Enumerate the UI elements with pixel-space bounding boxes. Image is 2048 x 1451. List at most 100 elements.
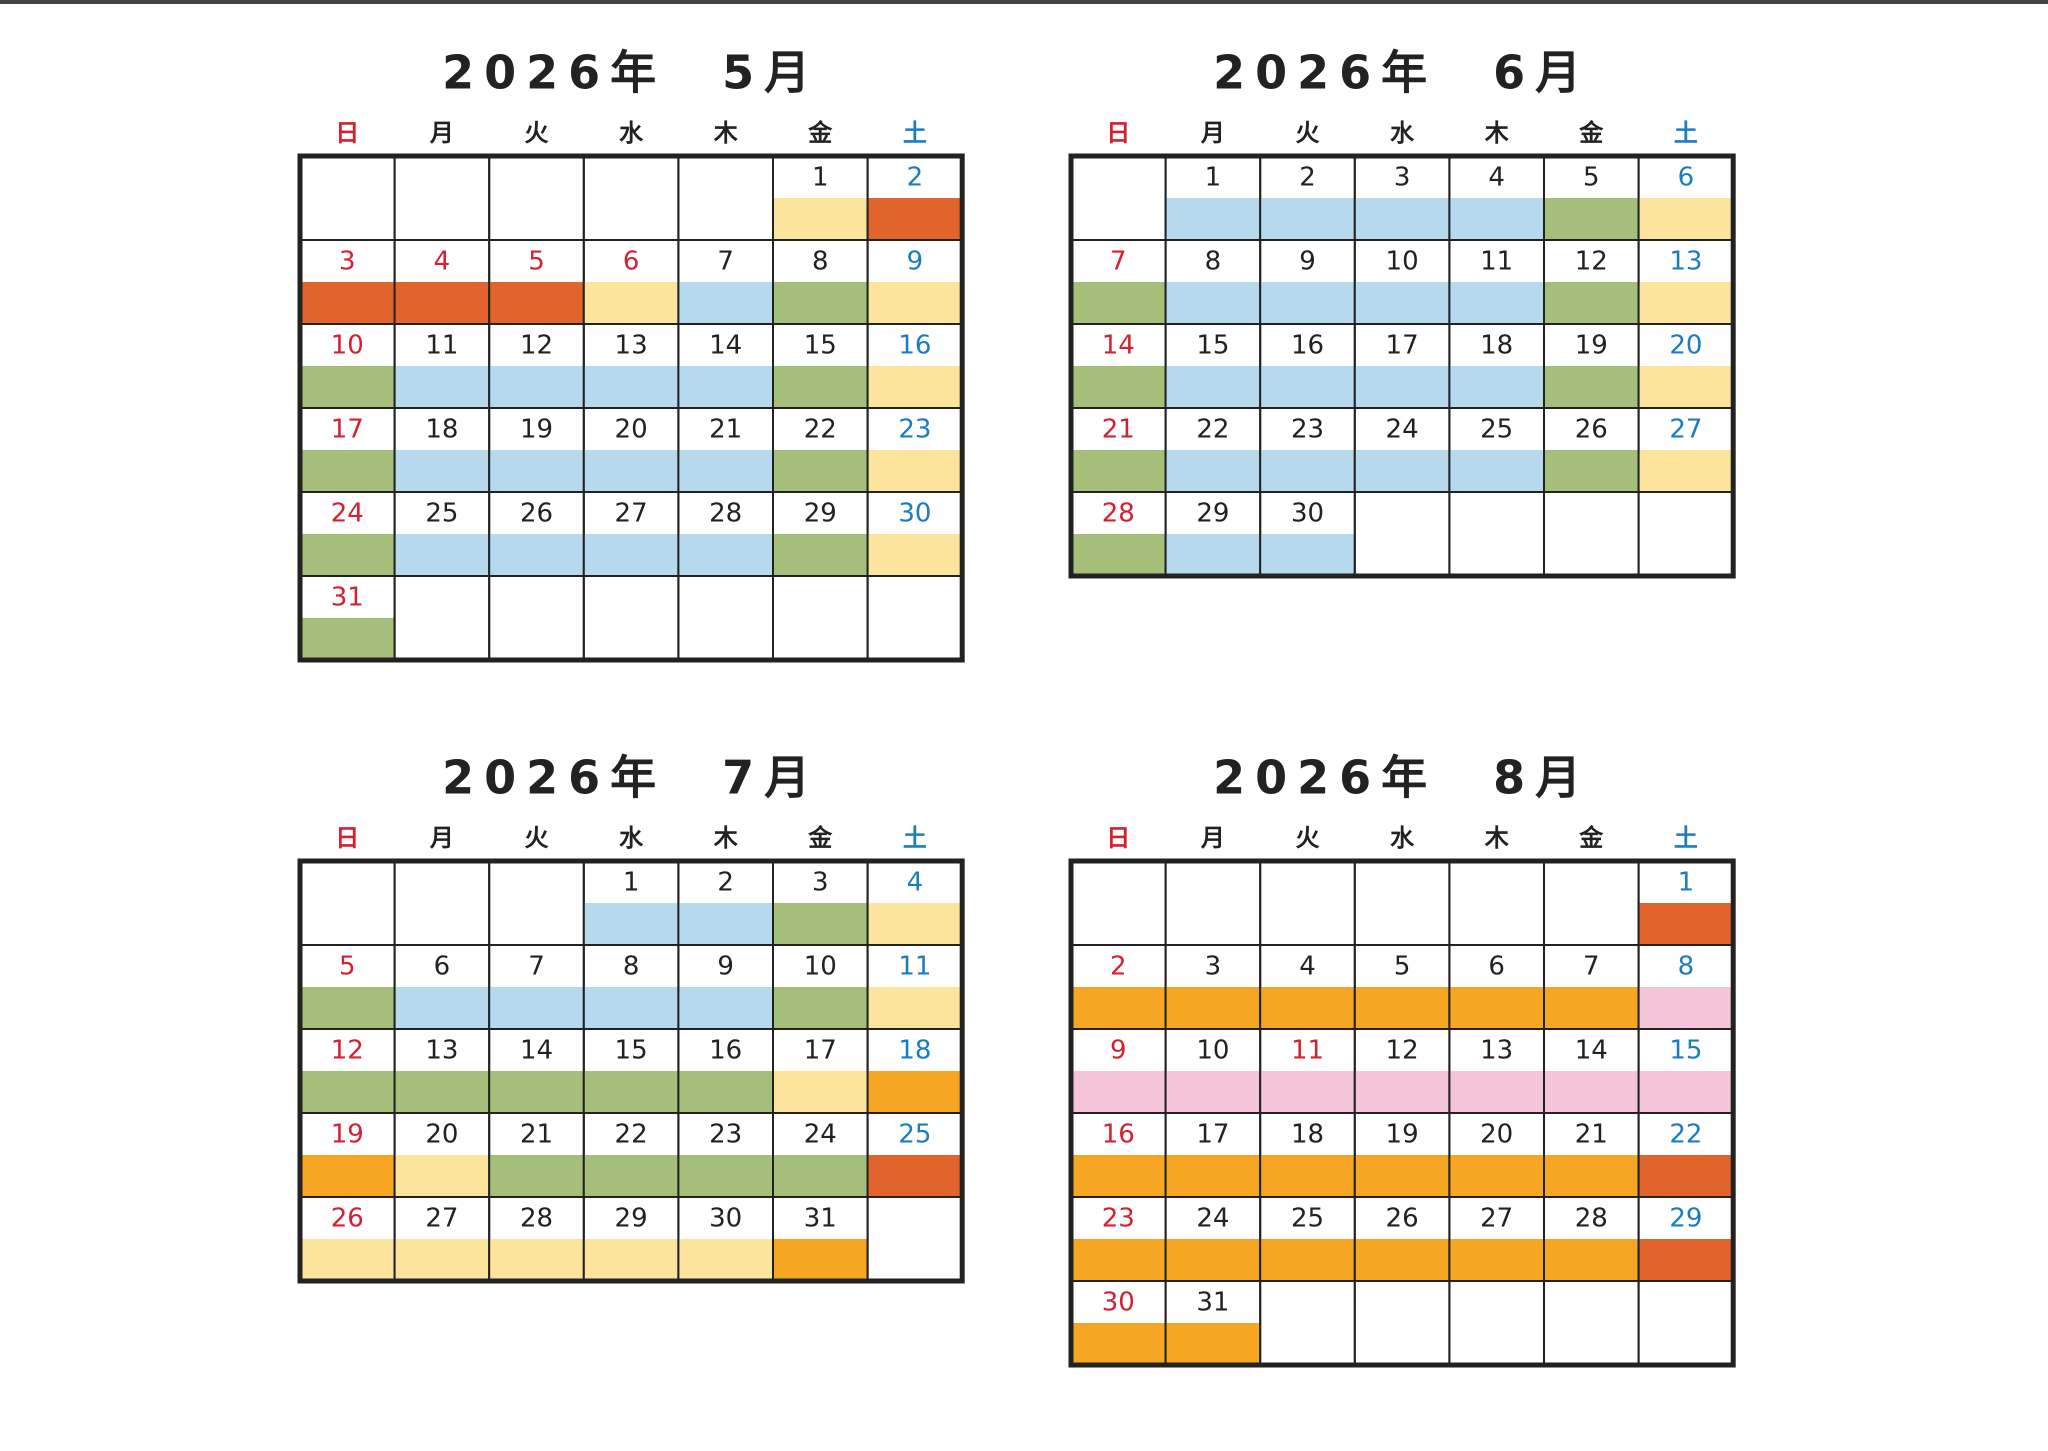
day-number: 17 <box>331 415 364 445</box>
day-color-band <box>1638 1239 1734 1281</box>
day-number: 20 <box>425 1120 458 1150</box>
day-cell <box>1448 1280 1546 1366</box>
weekday-header: 水 <box>1390 824 1415 852</box>
weekday-header: 火 <box>1296 119 1320 147</box>
day-color-band <box>1544 1071 1639 1113</box>
weekday-header: 火 <box>525 824 549 852</box>
day-color-band <box>1165 1323 1261 1365</box>
day-color-band <box>1638 282 1734 324</box>
day-color-band <box>583 534 679 576</box>
day-color-band <box>1449 1071 1544 1113</box>
weekday-header: 月 <box>429 824 454 852</box>
day-number: 23 <box>1291 415 1324 445</box>
day-number: 3 <box>1394 163 1411 193</box>
day-number: 4 <box>1488 163 1505 193</box>
day-cell <box>677 155 775 241</box>
day-color-band <box>678 903 773 945</box>
day-cell <box>1637 491 1735 577</box>
day-number: 14 <box>1575 1036 1608 1066</box>
day-number: 10 <box>331 331 364 361</box>
day-number: 29 <box>804 499 837 529</box>
month-calendar: 2026年 7月日月火水木金土1 2 3 45 6 7 8 9 10 1112 13 14 15 16 17… <box>297 751 965 1284</box>
day-color-band <box>1071 1323 1166 1365</box>
day-number: 22 <box>1196 415 1229 445</box>
day-number: 13 <box>615 331 648 361</box>
day-number: 30 <box>1102 1288 1135 1318</box>
day-color-band <box>1638 1071 1734 1113</box>
day-color-band <box>867 987 963 1029</box>
day-color-band <box>394 366 490 408</box>
day-color-band <box>583 1071 679 1113</box>
day-number: 29 <box>1196 499 1229 529</box>
day-color-band <box>489 366 584 408</box>
day-color-band <box>1260 534 1355 576</box>
day-cell <box>299 155 396 241</box>
day-color-band <box>1260 198 1355 240</box>
day-color-band <box>489 987 584 1029</box>
calendar-frame <box>297 858 965 1284</box>
day-number: 31 <box>331 583 364 613</box>
day-color-band <box>678 450 773 492</box>
day-number: 11 <box>1480 247 1513 277</box>
day-number: 15 <box>804 331 837 361</box>
day-cell <box>677 575 775 661</box>
day-color-band <box>1260 1071 1355 1113</box>
day-color-band <box>1071 450 1166 492</box>
day-color-band <box>1260 987 1355 1029</box>
day-color-band <box>1071 1155 1166 1197</box>
day-color-band <box>583 366 679 408</box>
day-number: 2 <box>717 868 734 898</box>
day-color-band <box>1354 198 1450 240</box>
day-color-band <box>1544 450 1639 492</box>
day-color-band <box>300 534 395 576</box>
day-number: 29 <box>1669 1204 1702 1234</box>
day-number: 11 <box>425 331 458 361</box>
day-number: 29 <box>615 1204 648 1234</box>
day-number: 13 <box>1669 247 1702 277</box>
day-color-band <box>1638 366 1734 408</box>
day-color-band <box>583 987 679 1029</box>
day-color-band <box>1071 282 1166 324</box>
day-number: 17 <box>804 1036 837 1066</box>
day-number: 14 <box>1102 331 1135 361</box>
day-color-band <box>773 1071 868 1113</box>
day-number: 28 <box>1102 499 1135 529</box>
day-color-band <box>583 1155 679 1197</box>
day-cell <box>1353 491 1451 577</box>
day-color-band <box>394 282 490 324</box>
day-color-band <box>1165 1239 1261 1281</box>
day-number: 28 <box>520 1204 553 1234</box>
day-cell <box>1543 1280 1640 1366</box>
day-color-band <box>300 366 395 408</box>
day-number: 2 <box>907 163 924 193</box>
calendar-frame <box>1068 858 1736 1368</box>
day-color-band <box>1260 366 1355 408</box>
day-cell <box>1353 1280 1451 1366</box>
day-number: 1 <box>812 163 829 193</box>
day-color-band <box>1354 987 1450 1029</box>
weekday-header: 月 <box>1200 824 1225 852</box>
day-number: 9 <box>1299 247 1316 277</box>
day-number: 20 <box>615 415 648 445</box>
day-cell <box>1259 1280 1356 1366</box>
weekday-header: 水 <box>619 824 644 852</box>
day-cell <box>866 575 964 661</box>
day-color-band <box>678 1239 773 1281</box>
day-color-band <box>300 450 395 492</box>
weekday-header: 金 <box>1578 119 1604 147</box>
day-cell <box>393 860 491 946</box>
day-number: 15 <box>615 1036 648 1066</box>
day-color-band <box>489 282 584 324</box>
weekday-header: 土 <box>903 119 927 147</box>
day-number: 24 <box>804 1120 837 1150</box>
day-color-band <box>1165 1155 1261 1197</box>
day-color-band <box>1071 987 1166 1029</box>
day-number: 25 <box>1480 415 1513 445</box>
day-color-band <box>1544 1155 1639 1197</box>
day-color-band <box>773 198 868 240</box>
day-number: 24 <box>1196 1204 1229 1234</box>
day-number: 7 <box>528 952 545 982</box>
day-color-band <box>300 282 395 324</box>
day-color-band <box>867 534 963 576</box>
day-number: 21 <box>1102 415 1135 445</box>
